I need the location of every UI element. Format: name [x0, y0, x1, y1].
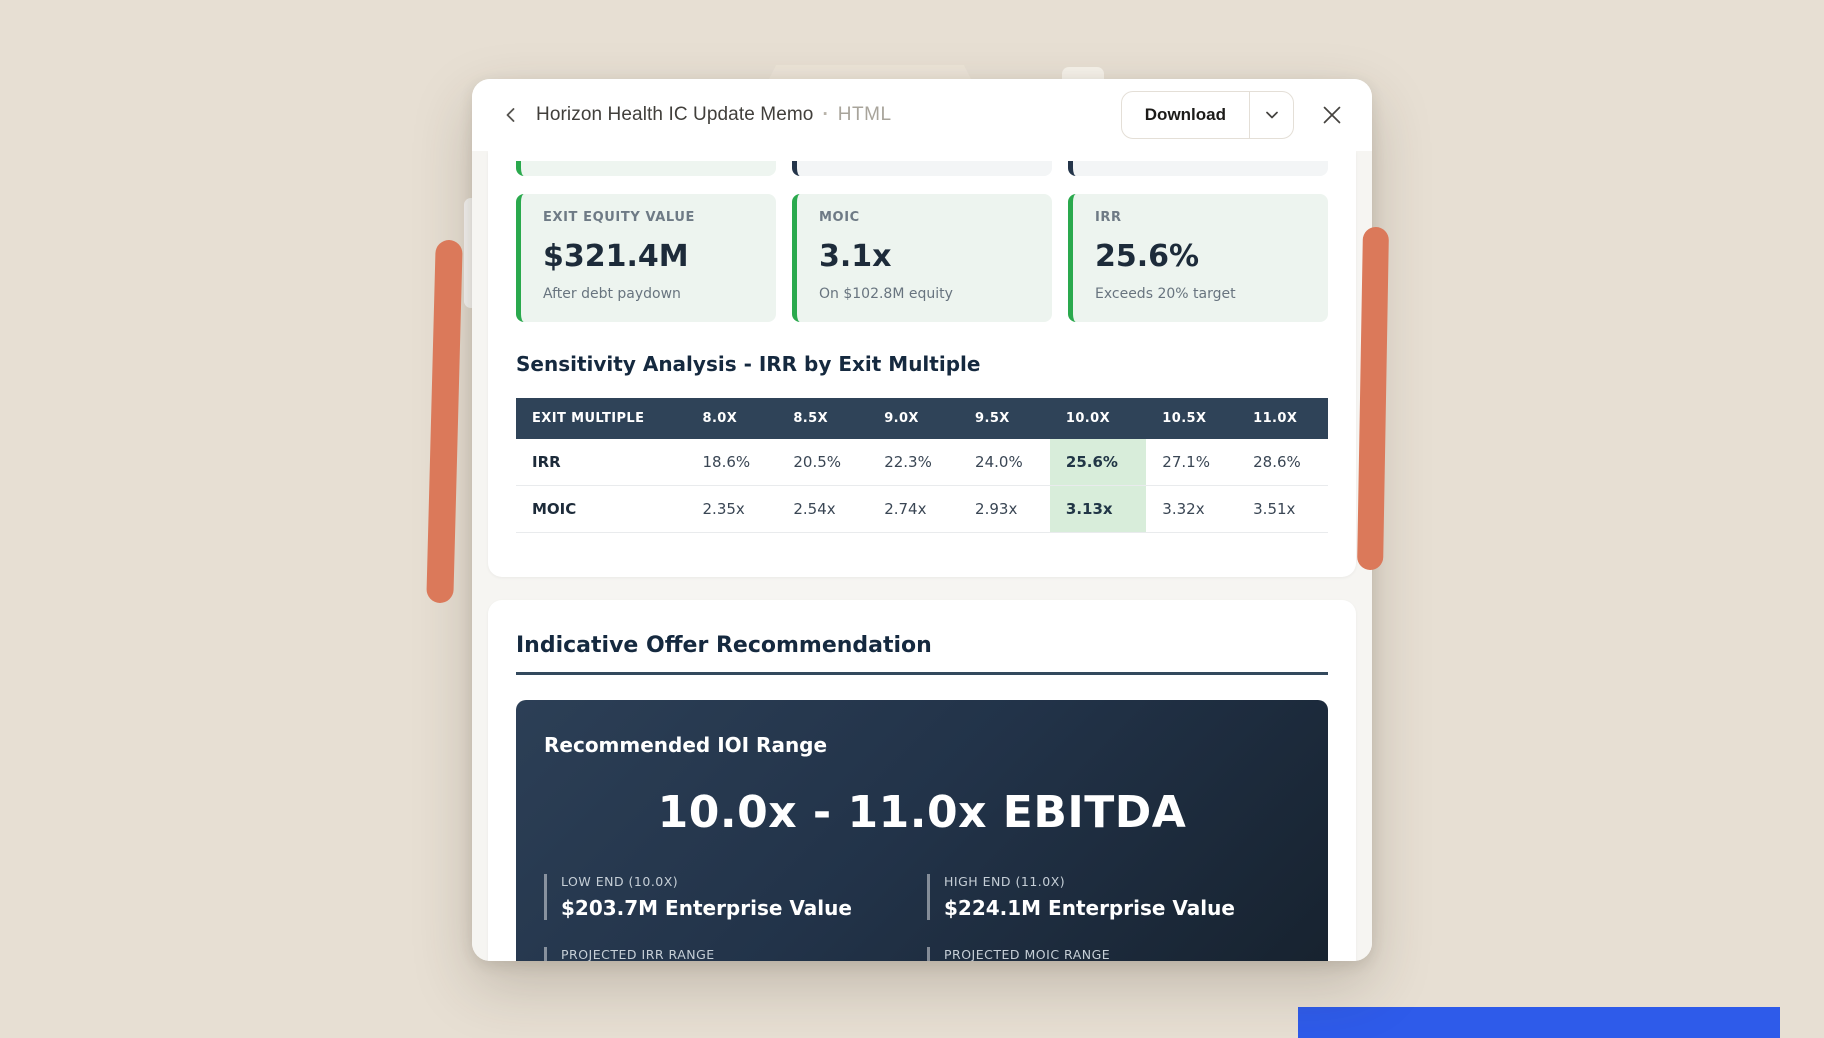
- metric-value: 25.6%: [1095, 239, 1200, 274]
- stat-low-end: LOW END (10.0X) $203.7M Enterprise Value: [544, 874, 917, 920]
- background-window-strip: [1298, 1007, 1780, 1038]
- stat-value: $203.7M Enterprise Value: [561, 896, 852, 920]
- download-options-button[interactable]: [1249, 92, 1293, 138]
- table-cell: 27.1%: [1146, 439, 1238, 486]
- close-button[interactable]: [1318, 101, 1346, 129]
- download-split-button: Download: [1120, 91, 1294, 139]
- close-icon: [1320, 103, 1344, 127]
- chevron-down-icon: [1264, 107, 1280, 123]
- table-cell-highlighted: 25.6%: [1049, 439, 1147, 486]
- table-cell: 3.51x: [1237, 485, 1328, 533]
- metric-value: $321.4M: [543, 239, 689, 274]
- document-preview-modal: Horizon Health IC Update Memo · HTML Dow…: [472, 79, 1372, 961]
- stat-moic-range: PROJECTED MOIC RANGE 2.7x - 3.1x: [927, 947, 1300, 961]
- ioi-range-card: Recommended IOI Range 10.0x - 11.0x EBIT…: [516, 700, 1328, 961]
- ioi-headline: 10.0x - 11.0x EBITDA: [657, 787, 1187, 838]
- stat-irr-range: PROJECTED IRR RANGE 22.3% - 25.6%: [544, 947, 917, 961]
- metric-card-row: EXIT EQUITY VALUE $321.4M After debt pay…: [516, 194, 1328, 322]
- column-header: 10.5X: [1146, 398, 1238, 439]
- metric-card-irr: IRR 25.6% Exceeds 20% target: [1068, 194, 1328, 322]
- column-header: 8.5X: [777, 398, 869, 439]
- table-cell: 24.0%: [959, 439, 1050, 486]
- background-window-tab: [768, 65, 972, 81]
- metric-note: Exceeds 20% target: [1095, 286, 1236, 302]
- row-label: MOIC: [516, 485, 687, 533]
- title-separator: ·: [822, 104, 829, 125]
- table-header-row: EXIT MULTIPLE 8.0X 8.5X 9.0X 9.5X 10.0X …: [516, 398, 1328, 439]
- modal-header: Horizon Health IC Update Memo · HTML Dow…: [472, 79, 1372, 151]
- table-cell: 2.93x: [959, 485, 1050, 533]
- table-row-moic: MOIC 2.35x 2.54x 2.74x 2.93x 3.13x 3.32x…: [516, 485, 1328, 533]
- stat-high-end: HIGH END (11.0X) $224.1M Enterprise Valu…: [927, 874, 1300, 920]
- metric-label: IRR: [1095, 210, 1122, 225]
- table-cell: 2.35x: [686, 485, 778, 533]
- annotation-stroke-left: [426, 239, 463, 604]
- format-badge: HTML: [837, 104, 892, 125]
- row-label: IRR: [516, 439, 687, 486]
- ioi-stats-grid: LOW END (10.0X) $203.7M Enterprise Value…: [544, 874, 1300, 961]
- section-title-sensitivity: Sensitivity Analysis - IRR by Exit Multi…: [516, 352, 981, 376]
- metric-value: 3.1x: [819, 239, 892, 274]
- clipped-metric-card: [516, 161, 776, 176]
- table-row-irr: IRR 18.6% 20.5% 22.3% 24.0% 25.6% 27.1% …: [516, 439, 1328, 486]
- sensitivity-table: EXIT MULTIPLE 8.0X 8.5X 9.0X 9.5X 10.0X …: [516, 398, 1328, 533]
- table-cell: 2.54x: [777, 485, 869, 533]
- metric-label: MOIC: [819, 210, 860, 225]
- stat-label: PROJECTED IRR RANGE: [561, 947, 715, 961]
- metric-card-exit-equity: EXIT EQUITY VALUE $321.4M After debt pay…: [516, 194, 776, 322]
- header-actions: Download: [1120, 91, 1346, 139]
- column-header: 9.5X: [959, 398, 1050, 439]
- column-header: 8.0X: [686, 398, 778, 439]
- document-title: Horizon Health IC Update Memo: [536, 104, 814, 125]
- table-cell: 3.32x: [1146, 485, 1238, 533]
- metric-label: EXIT EQUITY VALUE: [543, 210, 695, 225]
- clipped-metric-card: [792, 161, 1052, 176]
- metrics-and-sensitivity-card: EXIT EQUITY VALUE $321.4M After debt pay…: [488, 151, 1356, 577]
- memo-scroll-area[interactable]: EXIT EQUITY VALUE $321.4M After debt pay…: [472, 151, 1372, 961]
- column-header: 10.0X: [1049, 398, 1147, 439]
- table-cell: 28.6%: [1237, 439, 1328, 486]
- ioi-card-title: Recommended IOI Range: [544, 733, 828, 757]
- background-window-tab-small: [1062, 67, 1104, 81]
- metric-note: After debt paydown: [543, 286, 681, 302]
- chevron-left-icon: [502, 106, 520, 124]
- recommendation-card: Indicative Offer Recommendation Recommen…: [488, 600, 1356, 961]
- stat-label: LOW END (10.0X): [561, 874, 679, 889]
- metric-card-moic: MOIC 3.1x On $102.8M equity: [792, 194, 1052, 322]
- table-cell: 18.6%: [686, 439, 778, 486]
- annotation-stroke-right: [1357, 226, 1389, 571]
- metric-note: On $102.8M equity: [819, 286, 953, 302]
- section-title-recommendation: Indicative Offer Recommendation: [516, 633, 1328, 675]
- table-cell: 2.74x: [868, 485, 960, 533]
- table-cell-highlighted: 3.13x: [1049, 485, 1147, 533]
- clipped-card-row: [516, 151, 1328, 176]
- column-header: EXIT MULTIPLE: [516, 398, 687, 439]
- table-cell: 20.5%: [777, 439, 869, 486]
- stat-label: PROJECTED MOIC RANGE: [944, 947, 1111, 961]
- column-header: 9.0X: [868, 398, 960, 439]
- stat-label: HIGH END (11.0X): [944, 874, 1066, 889]
- table-cell: 22.3%: [868, 439, 960, 486]
- column-header: 11.0X: [1237, 398, 1328, 439]
- download-button[interactable]: Download: [1144, 105, 1226, 124]
- stat-value: $224.1M Enterprise Value: [944, 896, 1235, 920]
- clipped-metric-card: [1068, 161, 1328, 176]
- back-button[interactable]: [498, 102, 524, 128]
